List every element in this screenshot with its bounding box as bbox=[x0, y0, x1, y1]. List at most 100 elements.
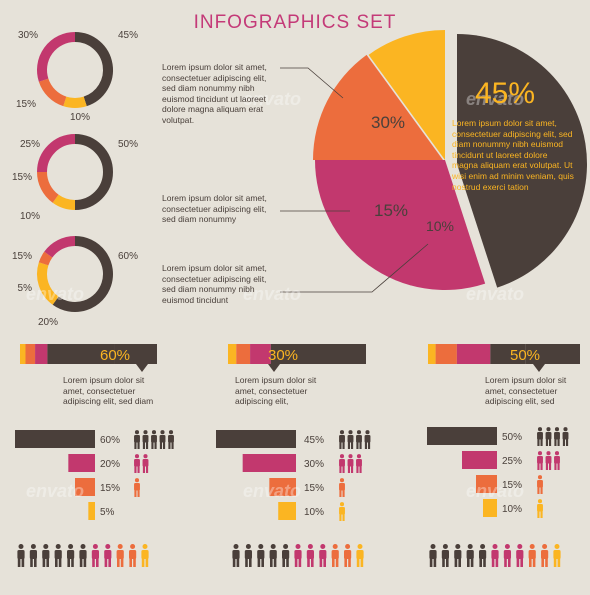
funnel-bar bbox=[483, 499, 497, 517]
funnel-label: 30% bbox=[304, 459, 324, 470]
person-icon bbox=[306, 544, 314, 567]
funnel-label: 15% bbox=[304, 483, 324, 494]
funnel-label: 60% bbox=[100, 435, 120, 446]
donut-label: 15% bbox=[12, 172, 32, 183]
person-icon bbox=[344, 544, 352, 567]
donut-segment bbox=[37, 134, 76, 173]
donut-label: 25% bbox=[20, 139, 40, 150]
pie-label-15: 15% bbox=[374, 201, 408, 220]
donut-label: 60% bbox=[118, 251, 138, 262]
pie-label-45: 45% bbox=[475, 77, 535, 110]
person-icon bbox=[91, 544, 99, 567]
person-icon bbox=[134, 478, 140, 497]
person-icon bbox=[67, 544, 75, 567]
person-icon bbox=[151, 430, 157, 449]
funnel-bar bbox=[278, 502, 296, 520]
strip-segment bbox=[525, 344, 580, 364]
person-icon bbox=[528, 544, 536, 567]
donut-label: 20% bbox=[38, 317, 58, 328]
pie-slice-group bbox=[315, 160, 486, 290]
person-icon bbox=[466, 544, 474, 567]
person-icon bbox=[129, 544, 137, 567]
watermark-text: envato bbox=[243, 481, 301, 501]
person-icon bbox=[42, 544, 50, 567]
strip-segment bbox=[435, 344, 457, 364]
watermark-text: envato bbox=[466, 284, 524, 304]
person-icon bbox=[79, 544, 87, 567]
person-icon bbox=[516, 544, 524, 567]
donut-segment bbox=[44, 236, 76, 258]
funnel-bar bbox=[476, 475, 497, 493]
donut-label: 50% bbox=[118, 139, 138, 150]
person-icon bbox=[244, 544, 252, 567]
person-icon bbox=[257, 544, 265, 567]
person-icon bbox=[553, 544, 561, 567]
strip-pointer bbox=[136, 364, 148, 372]
strip-segment bbox=[456, 344, 491, 364]
person-icon bbox=[356, 544, 364, 567]
person-icon bbox=[29, 544, 37, 567]
person-icon bbox=[339, 502, 345, 521]
pie-highlight-text: Lorem ipsum dolor sit amet, consectetuer … bbox=[452, 118, 574, 192]
strip-segment bbox=[236, 344, 251, 364]
donut-segment bbox=[52, 194, 76, 210]
person-icon bbox=[339, 478, 345, 497]
person-icon bbox=[232, 544, 240, 567]
person-icon bbox=[541, 544, 549, 567]
funnel-label: 45% bbox=[304, 435, 324, 446]
strip-segment bbox=[114, 344, 157, 364]
strip-segment bbox=[20, 344, 26, 364]
pie-slice bbox=[313, 54, 443, 160]
funnel-label: 15% bbox=[502, 480, 522, 491]
person-icon bbox=[554, 451, 560, 470]
person-icon bbox=[168, 430, 174, 449]
funnel-bar bbox=[269, 478, 296, 496]
strip-pointer bbox=[268, 364, 280, 372]
person-icon bbox=[282, 544, 290, 567]
donut-segment bbox=[38, 251, 53, 266]
strip-label: 30% bbox=[268, 347, 298, 364]
callout-text: Lorem ipsum dolor sit amet, consectetuer … bbox=[162, 263, 267, 305]
callout-text: Lorem ipsum dolor sit amet, consectetuer … bbox=[162, 193, 267, 225]
person-icon bbox=[537, 451, 543, 470]
funnel-bar bbox=[75, 478, 95, 496]
person-icon bbox=[134, 454, 140, 473]
pie-slice-group bbox=[313, 54, 443, 160]
person-icon bbox=[142, 430, 149, 449]
donut-segment bbox=[37, 171, 59, 203]
donut-label: 15% bbox=[16, 99, 36, 110]
person-icon bbox=[17, 544, 25, 567]
person-icon bbox=[134, 430, 140, 449]
person-icon bbox=[269, 544, 277, 567]
callout-text: Lorem ipsum dolor sit amet, consectetuer … bbox=[162, 62, 267, 125]
person-icon bbox=[116, 544, 124, 567]
funnel-label: 10% bbox=[502, 504, 522, 515]
donut-label: 5% bbox=[18, 283, 33, 294]
person-icon bbox=[454, 544, 462, 567]
donut-segment bbox=[37, 32, 76, 82]
donut-segment bbox=[37, 262, 59, 305]
person-icon bbox=[356, 430, 362, 449]
strip-segment bbox=[250, 344, 271, 364]
person-icon bbox=[347, 454, 354, 473]
pie-slice bbox=[457, 34, 587, 288]
person-icon bbox=[347, 430, 354, 449]
funnel-bar bbox=[462, 451, 497, 469]
person-icon bbox=[356, 454, 362, 473]
donut-label: 10% bbox=[70, 112, 90, 123]
pie-slice bbox=[368, 30, 445, 160]
person-icon bbox=[364, 430, 371, 449]
person-icon bbox=[54, 544, 62, 567]
strip-segment bbox=[25, 344, 36, 364]
watermark-text: envato bbox=[466, 481, 524, 501]
person-icon bbox=[537, 427, 543, 446]
strip-pointer bbox=[533, 364, 545, 372]
funnel-bar bbox=[242, 454, 296, 472]
pie-label-30: 30% bbox=[371, 113, 405, 132]
person-icon bbox=[339, 430, 345, 449]
person-icon bbox=[545, 427, 552, 446]
person-icon bbox=[159, 430, 166, 449]
donut-label: 30% bbox=[18, 30, 38, 41]
